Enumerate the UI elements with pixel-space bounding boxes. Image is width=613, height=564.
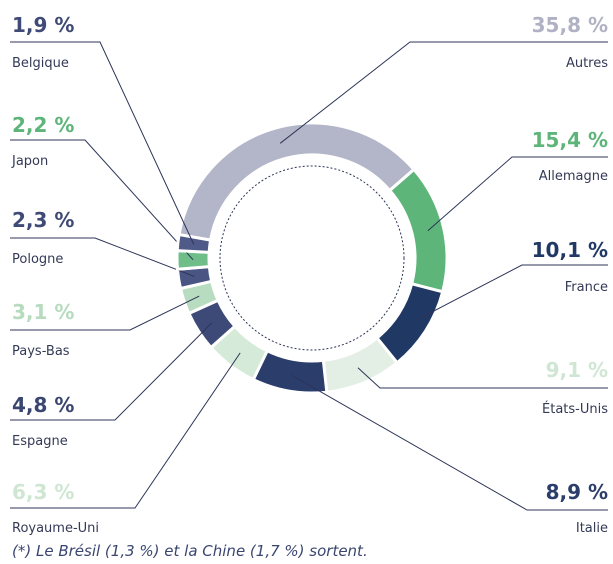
category-label: Autres: [566, 56, 608, 71]
value-label: 8,9 %: [546, 480, 608, 504]
category-label: Pays-Bas: [12, 344, 70, 359]
leader-line: [411, 264, 608, 323]
leader-line: [10, 322, 213, 421]
leader-line: [427, 156, 608, 232]
category-label: France: [565, 280, 608, 295]
value-label: 35,8 %: [532, 13, 608, 37]
leader-line: [10, 352, 241, 509]
value-label: 3,1 %: [12, 300, 74, 324]
category-label: Japon: [11, 154, 48, 169]
category-label: États-Unis: [542, 401, 608, 417]
footnote: (*) Le Brésil (1,3 %) et la Chine (1,7 %…: [12, 542, 368, 560]
value-label: 6,3 %: [12, 480, 74, 504]
category-label: Allemagne: [539, 169, 608, 184]
category-label: Royaume-Uni: [12, 521, 99, 536]
donut-segment: [387, 167, 449, 294]
donut-segment: [177, 121, 417, 242]
category-label: Italie: [576, 521, 608, 536]
value-label: 1,9 %: [12, 13, 74, 37]
value-label: 10,1 %: [532, 238, 608, 262]
category-label: Belgique: [12, 56, 69, 71]
leader-line: [357, 367, 608, 389]
value-label: 4,8 %: [12, 393, 74, 417]
leader-line: [10, 41, 195, 245]
value-label: 15,4 %: [532, 128, 608, 152]
category-label: Espagne: [12, 434, 68, 449]
value-label: 2,2 %: [12, 113, 74, 137]
value-label: 2,3 %: [12, 208, 74, 232]
category-label: Pologne: [12, 252, 63, 267]
leader-line: [291, 374, 608, 511]
leader-line: [10, 237, 195, 277]
leader-line: [10, 139, 194, 261]
value-label: 9,1 %: [546, 358, 608, 382]
inner-dotted-circle: [219, 165, 405, 351]
leader-line: [10, 295, 200, 331]
leader-line: [279, 41, 608, 144]
